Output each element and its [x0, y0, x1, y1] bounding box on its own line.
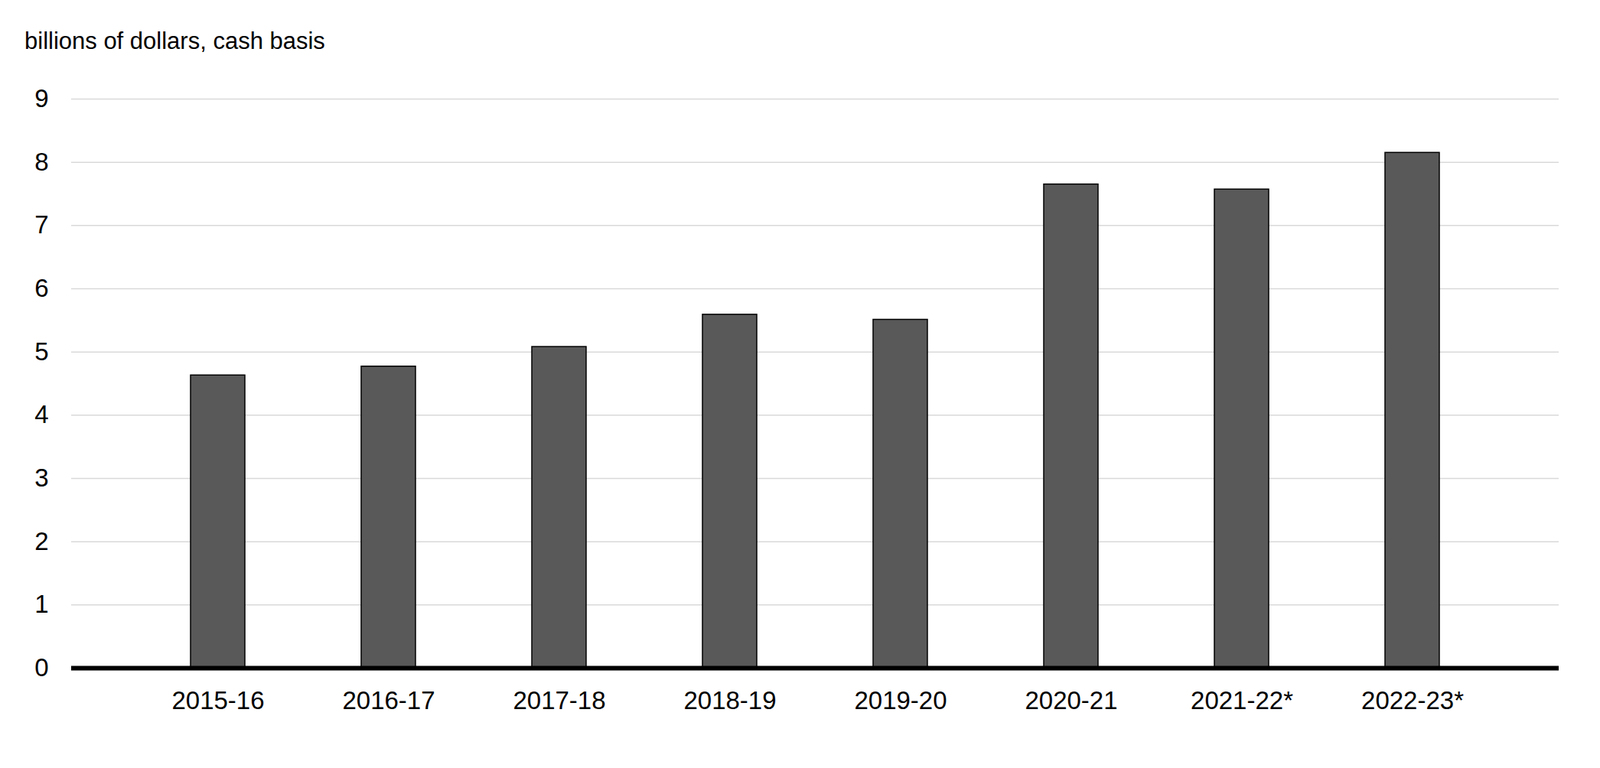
svg-text:2016-17: 2016-17 — [342, 686, 435, 715]
svg-text:8: 8 — [34, 147, 49, 176]
svg-text:5: 5 — [34, 337, 49, 366]
html-text:billions of dollars, cash basi: billions of dollars, cash basis — [24, 27, 326, 55]
svg-text:7: 7 — [34, 210, 49, 239]
svg-text:3: 3 — [34, 463, 49, 493]
svg-text:2015-16: 2015-16 — [171, 686, 264, 715]
svg-text:1: 1 — [34, 589, 49, 619]
svg-text:9: 9 — [34, 84, 49, 113]
svg-text:0: 0 — [34, 653, 49, 682]
svg-text:4: 4 — [34, 400, 49, 429]
svg-text:2018-19: 2018-19 — [683, 686, 776, 715]
svg-text:2019-20: 2019-20 — [853, 686, 947, 715]
svg-text:2020-21: 2020-21 — [1024, 686, 1118, 715]
svg-text:6: 6 — [34, 273, 49, 303]
svg-text:2017-18: 2017-18 — [512, 686, 606, 715]
svg-text:2: 2 — [34, 527, 49, 556]
svg-text:2022-23*: 2022-23* — [1361, 686, 1464, 715]
svg-text:2021-22*: 2021-22* — [1190, 686, 1294, 715]
